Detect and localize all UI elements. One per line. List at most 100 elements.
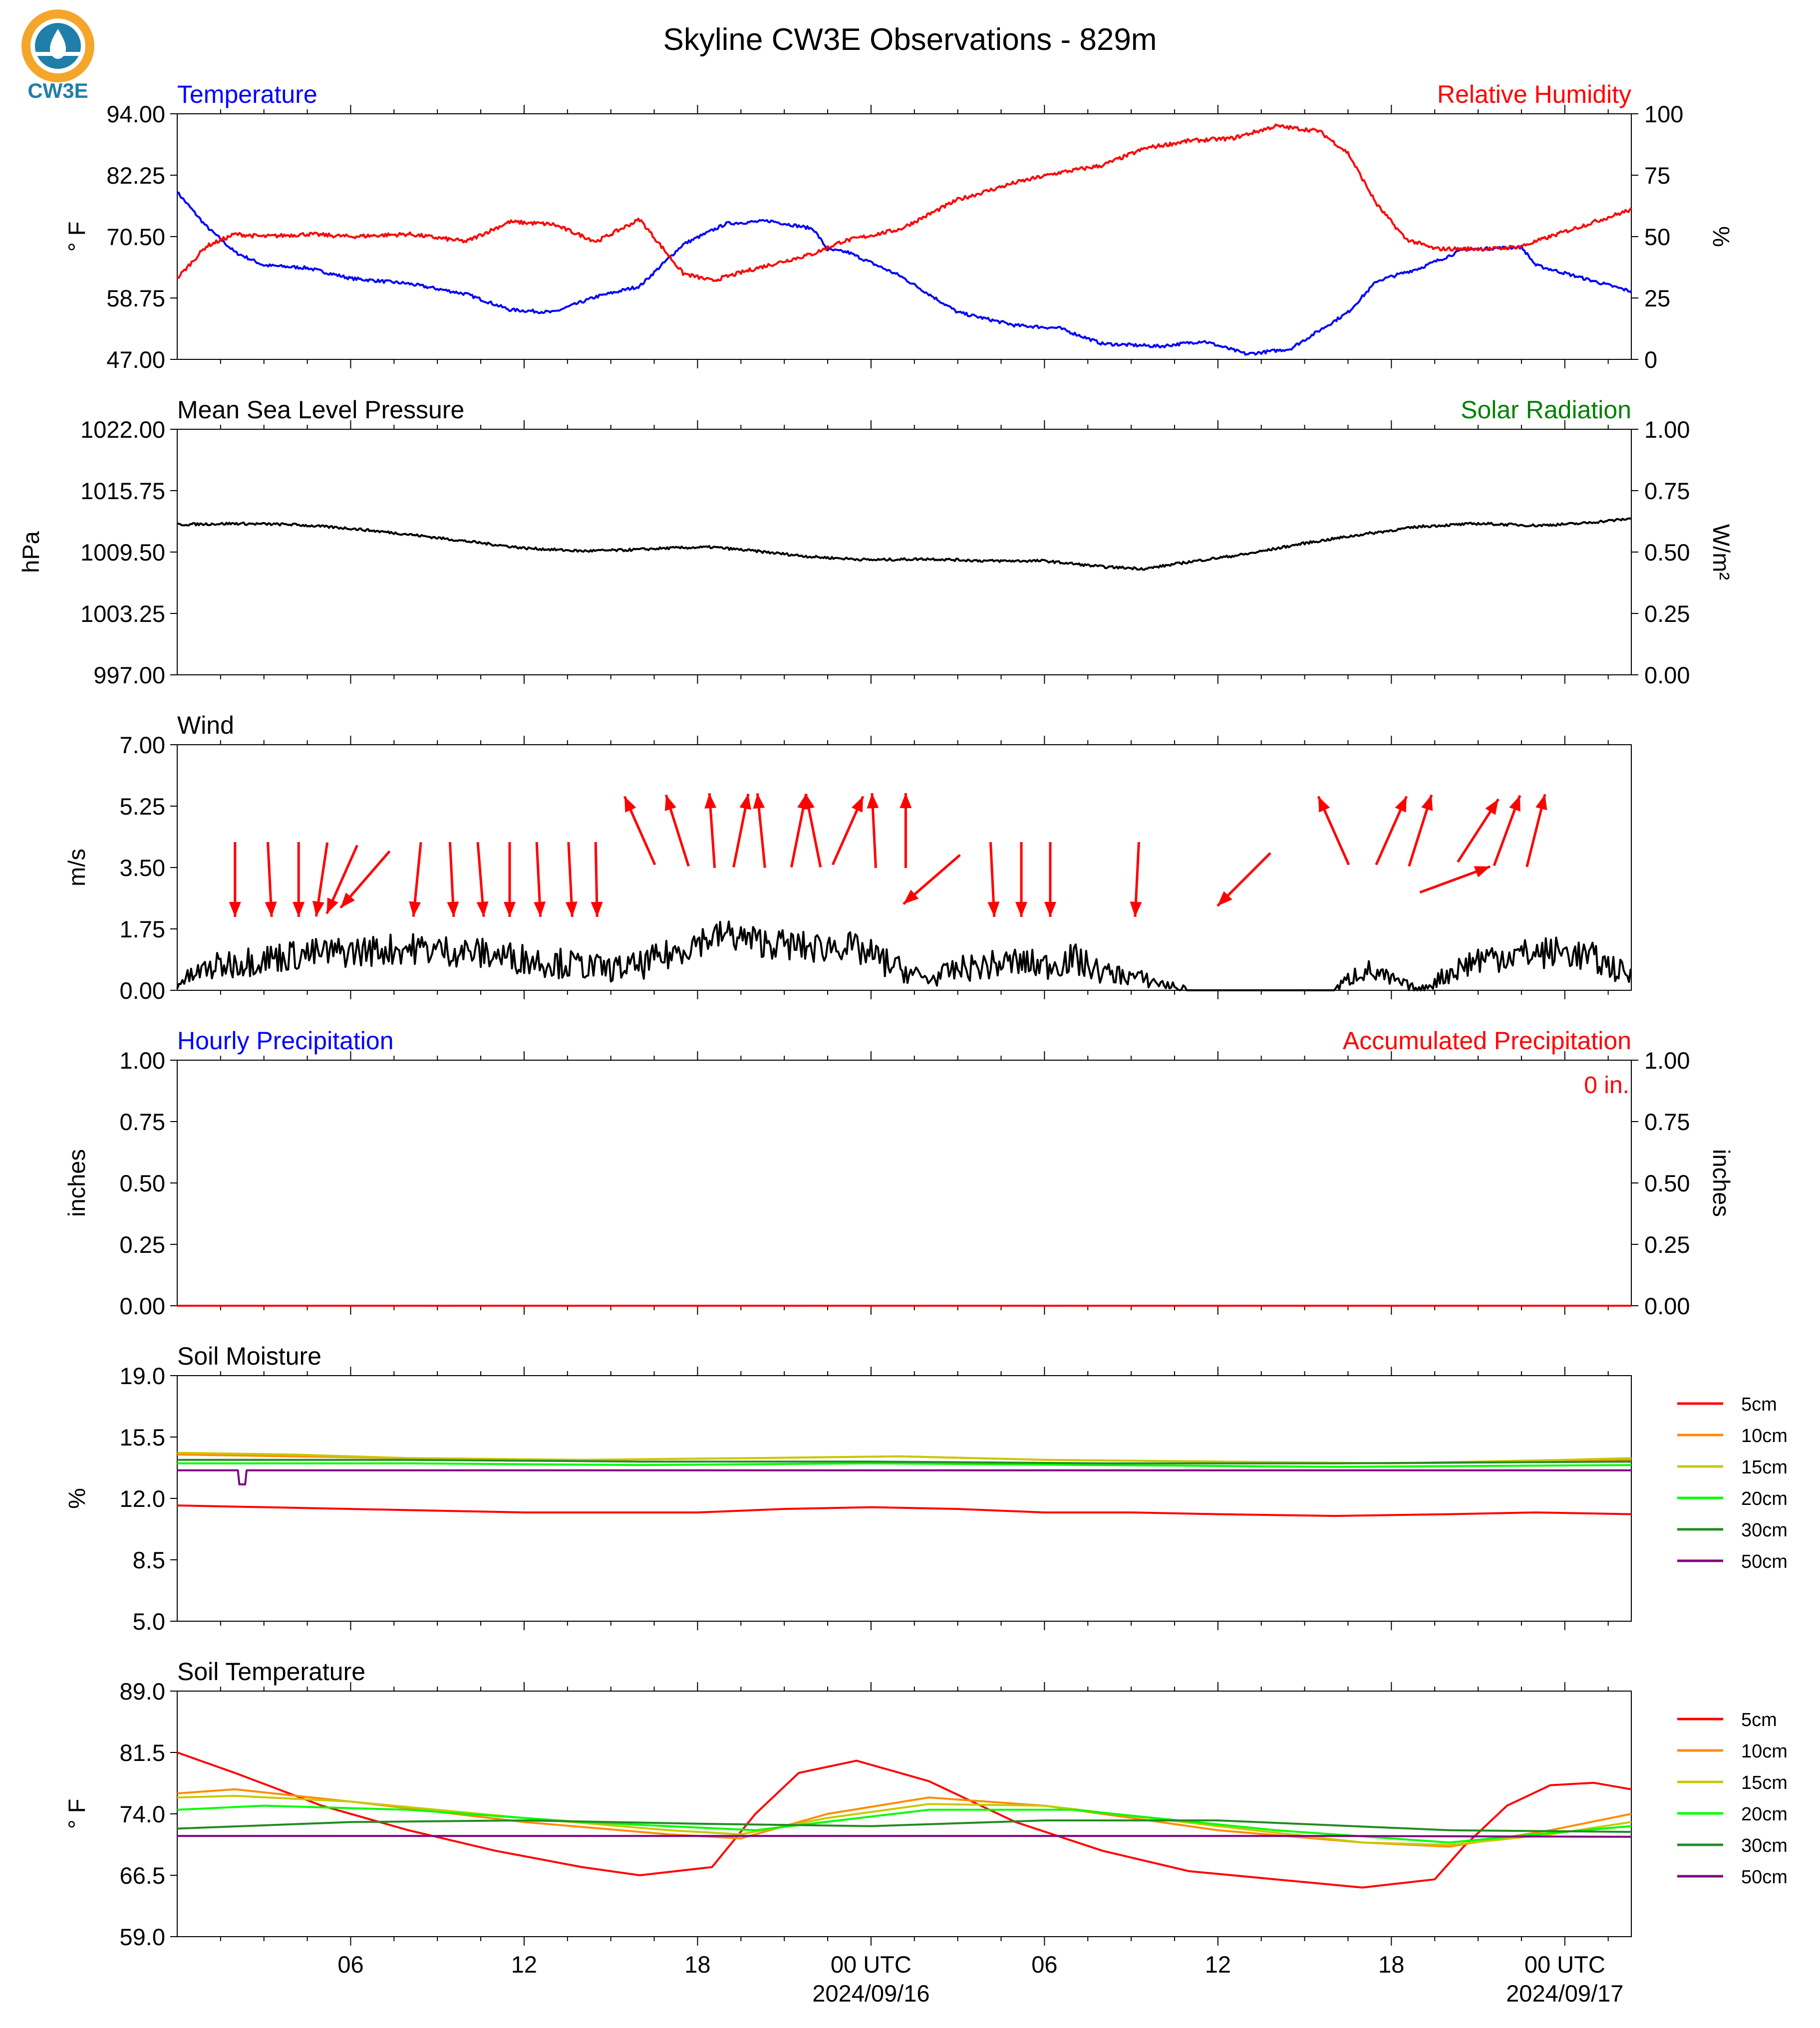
wind-arrow-head	[704, 793, 717, 809]
y2-tick-label: 0.50	[1644, 1170, 1690, 1196]
legend-label: 50cm	[1741, 1551, 1788, 1572]
panel-title-left: Mean Sea Level Pressure	[177, 396, 464, 424]
panel-title-right: Relative Humidity	[1437, 80, 1631, 108]
panel-1: Temperature Relative Humidity 47.00 58.75 70…	[63, 80, 1735, 373]
wind-arrow	[339, 850, 391, 909]
legend-label: 5cm	[1741, 1710, 1777, 1731]
y-tick-label: 1.75	[120, 916, 165, 942]
y2-tick-label: 0.75	[1644, 1109, 1690, 1135]
legend-label: 10cm	[1741, 1741, 1788, 1762]
series-20cm	[177, 1804, 1632, 1844]
wind-arrow	[831, 796, 865, 866]
wind-arrow-head	[851, 796, 863, 813]
logo-drop-icon	[50, 29, 66, 59]
panel-title-left: Hourly Precipitation	[177, 1027, 394, 1055]
series-20cm	[177, 1462, 1632, 1468]
y2-tick-label: 0.50	[1644, 539, 1690, 566]
logo-ring	[21, 9, 94, 82]
y-axis-label: %	[63, 1488, 90, 1509]
wind-arrow-head	[1535, 794, 1547, 811]
wind-arrow	[900, 793, 912, 868]
series-15cm	[177, 1794, 1632, 1846]
wind-arrow	[987, 842, 1000, 917]
wind-arrow	[732, 793, 751, 868]
y-tick-label: 0.25	[120, 1231, 165, 1258]
panel-title-left: Wind	[177, 711, 234, 739]
wind-arrow	[867, 793, 879, 869]
legend-label: 10cm	[1741, 1426, 1788, 1447]
wind-arrow	[1525, 794, 1547, 868]
x-tick-label: 06	[1031, 1951, 1057, 1978]
y-tick-label: 66.5	[120, 1862, 165, 1889]
wind-arrow-head	[1395, 796, 1407, 813]
legend: 5cm 10cm 15cm 20cm 30cm 50cm	[1677, 1710, 1788, 1888]
wind-arrow	[1457, 798, 1500, 863]
panel-2: Mean Sea Level Pressure Solar Radiation 99…	[17, 396, 1735, 688]
y-tick-label: 0.75	[120, 1109, 165, 1135]
y2-tick-label: 75	[1644, 162, 1670, 189]
y-tick-label: 1022.00	[80, 416, 165, 443]
wind-arrow-head	[753, 793, 765, 809]
y-tick-label: 5.0	[133, 1608, 165, 1635]
wind-arrow	[903, 854, 961, 905]
panel-4: Hourly Precipitation Accumulated Precipit…	[63, 1027, 1735, 1319]
y2-tick-label: 0.25	[1644, 1231, 1690, 1258]
y-tick-label: 8.5	[133, 1547, 165, 1573]
wind-arrow-head	[867, 793, 879, 809]
y-tick-label: 7.00	[120, 732, 165, 758]
legend: 5cm 10cm 15cm 20cm 30cm 50cm	[1677, 1394, 1788, 1572]
legend-label: 30cm	[1741, 1520, 1788, 1541]
wind-arrow-head	[229, 902, 241, 917]
wind-arrow	[504, 842, 516, 917]
y2-tick-label: 0.25	[1644, 600, 1690, 627]
y-tick-label: 94.00	[106, 101, 165, 127]
wind-arrow-head	[265, 901, 277, 917]
y-axis-label: ° F	[63, 1799, 90, 1829]
legend-label: 5cm	[1741, 1394, 1777, 1415]
plot-frame	[177, 1375, 1632, 1622]
legend-label: 15cm	[1741, 1772, 1788, 1793]
series-50cm	[177, 1835, 1632, 1838]
series-30cm	[177, 1819, 1632, 1833]
wind-arrow-head	[591, 901, 603, 917]
x-tick-label: 06	[337, 1951, 363, 1978]
wind-arrow	[704, 793, 717, 868]
panel-5: Soil Moisture 5.0 8.5 12.0 15.5 19.0% 5cm 10cm 1…	[63, 1342, 1788, 1635]
y-tick-label: 47.00	[106, 346, 165, 373]
wind-arrow-head	[1509, 795, 1520, 812]
y2-tick-label: 1.00	[1644, 1047, 1690, 1074]
y2-tick-label: 0	[1644, 346, 1657, 373]
wind-arrow	[534, 842, 546, 917]
panel-title-right: Solar Radiation	[1461, 396, 1631, 424]
wind-arrow	[1044, 842, 1056, 917]
wind-arrow-head	[504, 902, 516, 917]
y2-axis-label: %	[1708, 226, 1735, 247]
legend-label: 30cm	[1741, 1835, 1788, 1856]
wind-arrow-head	[1217, 891, 1232, 906]
y-tick-label: 82.25	[106, 162, 165, 189]
panel-title-left: Temperature	[177, 80, 317, 108]
x-tick-label: 12	[511, 1951, 537, 1978]
y-tick-label: 0.00	[120, 977, 165, 1004]
cw3e-logo: CW3E	[21, 9, 94, 102]
series-wind	[176, 920, 1632, 991]
x-date-label: 2024/09/16	[812, 1980, 929, 2007]
wind-arrow	[753, 793, 766, 868]
wind-arrow	[803, 793, 822, 868]
wind-arrow-head	[803, 794, 815, 810]
wind-arrow-head	[900, 793, 912, 808]
wind-arrow	[409, 842, 422, 917]
y-tick-label: 12.0	[120, 1485, 165, 1512]
wind-arrow	[1015, 842, 1027, 917]
wind-arrow	[293, 842, 305, 917]
wind-arrow	[1317, 796, 1350, 866]
series-30cm	[177, 1458, 1632, 1464]
wind-arrow	[565, 842, 578, 917]
wind-arrow	[1375, 796, 1408, 866]
x-tick-label: 12	[1205, 1951, 1231, 1978]
wind-arrow	[229, 842, 241, 917]
wind-arrow-head	[1474, 866, 1491, 877]
panel-title-left: Soil Temperature	[177, 1658, 365, 1686]
y-tick-label: 15.5	[120, 1424, 165, 1450]
wind-arrow	[1130, 842, 1142, 917]
